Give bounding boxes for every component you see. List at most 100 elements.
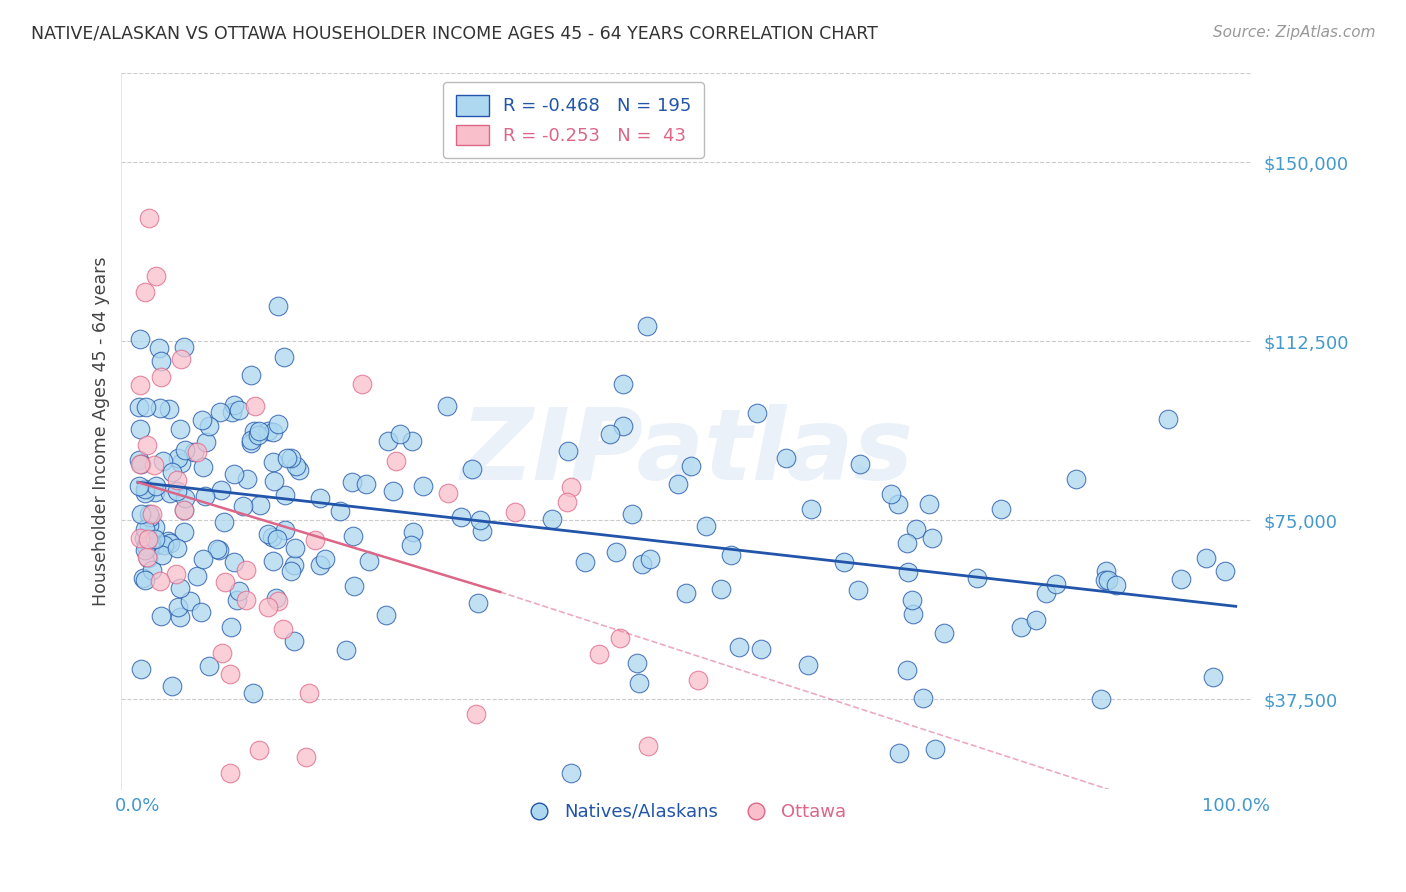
Point bbox=[675, 586, 697, 600]
Point bbox=[143, 520, 166, 534]
Point bbox=[191, 552, 214, 566]
Point bbox=[464, 706, 486, 721]
Point bbox=[1090, 692, 1112, 706]
Point bbox=[143, 485, 166, 500]
Point bbox=[1097, 573, 1119, 587]
Point bbox=[198, 659, 221, 673]
Point bbox=[901, 592, 924, 607]
Point bbox=[169, 422, 191, 436]
Point bbox=[149, 574, 172, 588]
Point bbox=[612, 376, 634, 391]
Point bbox=[309, 491, 332, 505]
Point bbox=[128, 400, 150, 414]
Point bbox=[170, 351, 193, 366]
Point bbox=[228, 403, 250, 417]
Point bbox=[359, 554, 381, 568]
Point bbox=[170, 456, 193, 470]
Point bbox=[173, 340, 195, 354]
Point bbox=[214, 515, 236, 529]
Point bbox=[128, 453, 150, 467]
Point bbox=[159, 536, 181, 550]
Point bbox=[294, 750, 316, 764]
Point bbox=[266, 591, 288, 606]
Point bbox=[166, 483, 188, 498]
Point bbox=[382, 484, 405, 499]
Point bbox=[135, 401, 157, 415]
Point bbox=[626, 657, 648, 671]
Point bbox=[167, 599, 190, 614]
Point bbox=[141, 563, 163, 577]
Point bbox=[352, 377, 374, 392]
Point bbox=[901, 607, 924, 621]
Point bbox=[630, 557, 652, 571]
Point bbox=[335, 643, 357, 657]
Point bbox=[436, 399, 458, 413]
Point bbox=[166, 451, 188, 466]
Point bbox=[156, 534, 179, 549]
Point bbox=[183, 445, 205, 459]
Point bbox=[139, 536, 162, 550]
Point bbox=[720, 549, 742, 563]
Point bbox=[356, 476, 378, 491]
Point bbox=[134, 543, 156, 558]
Point bbox=[932, 625, 955, 640]
Point bbox=[1064, 472, 1087, 486]
Point bbox=[560, 766, 582, 780]
Point bbox=[849, 457, 872, 471]
Point bbox=[247, 424, 270, 438]
Point bbox=[1045, 576, 1067, 591]
Point bbox=[897, 565, 920, 579]
Point bbox=[128, 531, 150, 545]
Point bbox=[190, 413, 212, 427]
Point bbox=[169, 581, 191, 595]
Point bbox=[314, 552, 336, 566]
Point bbox=[911, 690, 934, 705]
Point bbox=[143, 533, 166, 547]
Point bbox=[1202, 671, 1225, 685]
Point bbox=[887, 746, 910, 760]
Point bbox=[588, 647, 610, 661]
Point bbox=[134, 531, 156, 545]
Point bbox=[267, 299, 290, 313]
Point bbox=[266, 533, 288, 547]
Point bbox=[218, 667, 240, 681]
Point bbox=[135, 540, 157, 554]
Point bbox=[159, 486, 181, 500]
Point bbox=[245, 399, 267, 413]
Point bbox=[276, 450, 298, 465]
Point bbox=[129, 507, 152, 521]
Point bbox=[235, 472, 257, 486]
Point bbox=[222, 467, 245, 481]
Point bbox=[329, 504, 352, 518]
Point bbox=[186, 569, 208, 583]
Point bbox=[221, 620, 243, 634]
Point bbox=[304, 533, 326, 547]
Point bbox=[283, 558, 305, 572]
Point bbox=[797, 657, 820, 672]
Point bbox=[149, 401, 172, 415]
Point bbox=[461, 461, 484, 475]
Point bbox=[924, 741, 946, 756]
Point bbox=[128, 478, 150, 492]
Point bbox=[401, 434, 423, 449]
Point bbox=[129, 457, 152, 471]
Point bbox=[267, 417, 290, 431]
Point bbox=[280, 451, 302, 466]
Point bbox=[471, 524, 494, 538]
Point bbox=[194, 489, 217, 503]
Point bbox=[209, 483, 232, 497]
Point bbox=[225, 592, 247, 607]
Point bbox=[412, 479, 434, 493]
Point bbox=[274, 488, 297, 502]
Point bbox=[143, 458, 166, 472]
Point bbox=[402, 525, 425, 540]
Point bbox=[503, 504, 526, 518]
Point bbox=[129, 332, 152, 346]
Point bbox=[205, 542, 228, 557]
Point bbox=[1025, 613, 1047, 627]
Point bbox=[135, 550, 157, 565]
Point bbox=[605, 545, 627, 559]
Point bbox=[285, 459, 308, 474]
Point bbox=[157, 401, 180, 416]
Point bbox=[283, 634, 305, 648]
